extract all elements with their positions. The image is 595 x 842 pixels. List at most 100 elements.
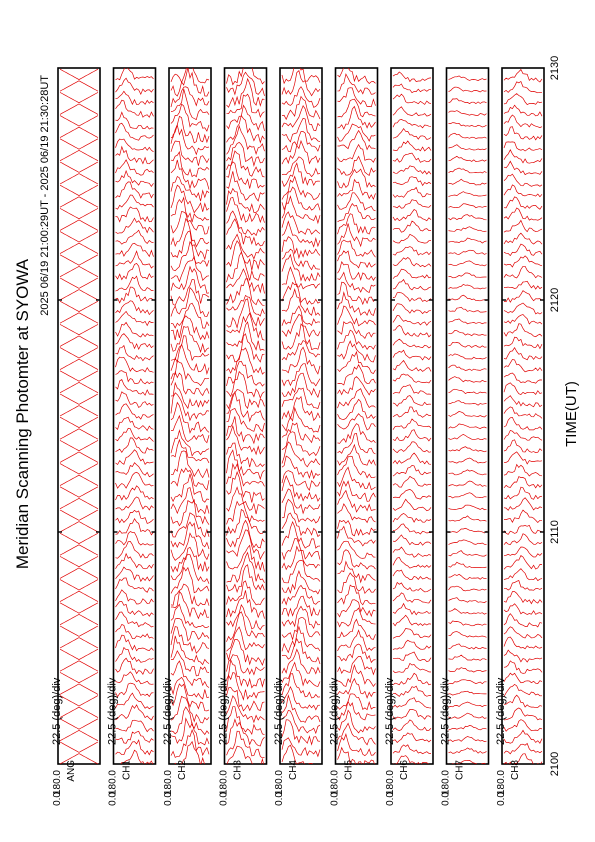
trace-line — [115, 310, 154, 327]
trace-line — [170, 210, 210, 235]
trace-line — [337, 643, 376, 664]
y-tick-top: 180.0 — [385, 770, 396, 795]
trace-line — [115, 589, 154, 605]
trace-line — [281, 305, 321, 327]
trace-line — [226, 638, 265, 667]
trace-line — [226, 210, 265, 237]
trace-line — [115, 509, 154, 524]
trace-line — [115, 122, 154, 141]
y-tick-bottom: 0.0 — [496, 792, 507, 806]
trace-line — [448, 260, 487, 267]
trace-line — [281, 538, 321, 561]
trace-line — [448, 679, 487, 685]
trace-line — [170, 450, 210, 479]
trace-line — [281, 737, 321, 758]
trace-line — [337, 733, 376, 757]
trace-line — [115, 181, 154, 199]
trace-line — [170, 603, 210, 628]
trace-line — [392, 233, 432, 244]
x-tick-label: 2130 — [549, 56, 561, 80]
trace-line — [337, 123, 376, 142]
trace-line — [337, 305, 376, 327]
trace-line — [115, 138, 154, 153]
trace-line — [281, 220, 321, 248]
trace-line — [448, 725, 487, 731]
trace-line — [170, 159, 210, 190]
trace-line — [170, 343, 210, 375]
trace-line — [392, 418, 432, 430]
trace-line — [392, 569, 432, 580]
trace-line — [503, 302, 543, 315]
trace-line — [448, 573, 487, 580]
trace-group — [226, 68, 265, 764]
panel-frame — [168, 67, 212, 765]
trace-line — [281, 288, 321, 316]
trace-line — [226, 654, 265, 676]
y-tick-bottom: 0.0 — [441, 792, 452, 806]
trace-line — [170, 676, 210, 700]
trace-line — [170, 683, 210, 712]
trace-line — [448, 585, 487, 592]
trace-line — [281, 211, 321, 235]
trace-line — [59, 683, 99, 695]
panel-ch2: 180.0 CH2 0.0 22.5 (deg)/div — [162, 67, 212, 806]
trace-line — [504, 509, 542, 524]
trace-group — [170, 68, 210, 764]
trace-line — [281, 387, 321, 409]
trace-line — [337, 202, 376, 223]
trace-line — [448, 203, 487, 209]
trace-line — [115, 739, 154, 756]
trace-line — [170, 370, 210, 397]
trace-line — [281, 673, 321, 699]
trace-line — [448, 318, 487, 325]
trace-line — [448, 132, 487, 139]
trace-line — [226, 150, 265, 178]
panel-ch1: 180.0 CH1 0.0 22.5 (deg)/div — [107, 67, 157, 806]
panel-ch6: 180.0 CH6 0.0 22.5 (deg)/div — [384, 67, 434, 806]
trace-line — [392, 709, 432, 720]
trace-line — [448, 388, 487, 395]
trace-line — [504, 580, 543, 591]
trace-line — [281, 470, 321, 491]
trace-line — [503, 429, 543, 441]
trace-line — [170, 546, 210, 573]
trace-line — [281, 236, 321, 260]
trace-line — [115, 485, 154, 501]
x-axis-label: TIME(UT) — [563, 381, 580, 447]
trace-line — [226, 278, 265, 306]
trace-line — [337, 340, 376, 363]
trace-line — [170, 103, 210, 132]
trace-line — [170, 467, 210, 491]
trace-line — [503, 694, 543, 709]
x-tick-labels: 2100 2110 2120 2130 — [549, 56, 561, 776]
trace-line — [503, 347, 543, 361]
trace-line — [226, 68, 265, 86]
trace-line — [281, 441, 321, 468]
scale-label: 22.5 (deg)/div — [329, 677, 341, 745]
trace-line — [392, 475, 432, 488]
channel-label: CH7 — [455, 760, 466, 780]
trace-line — [392, 83, 432, 94]
trace-line — [392, 672, 432, 686]
trace-line — [392, 441, 432, 454]
trace-line — [170, 498, 210, 527]
trace-line — [448, 226, 487, 232]
trace-line — [392, 592, 432, 604]
trace-line — [115, 403, 154, 420]
trace-line — [170, 438, 210, 464]
trace-line — [448, 294, 487, 302]
trace-line — [337, 398, 376, 420]
trace-line — [59, 474, 99, 486]
trace-line — [337, 519, 376, 537]
trace-line — [392, 651, 432, 663]
trace-line — [170, 175, 210, 202]
trace-line — [115, 611, 154, 628]
trace-line — [115, 462, 154, 478]
trace-line — [503, 546, 543, 558]
trace-line — [59, 521, 99, 533]
trace-line — [281, 431, 321, 457]
trace-line — [448, 144, 487, 151]
trace-line — [226, 486, 265, 515]
